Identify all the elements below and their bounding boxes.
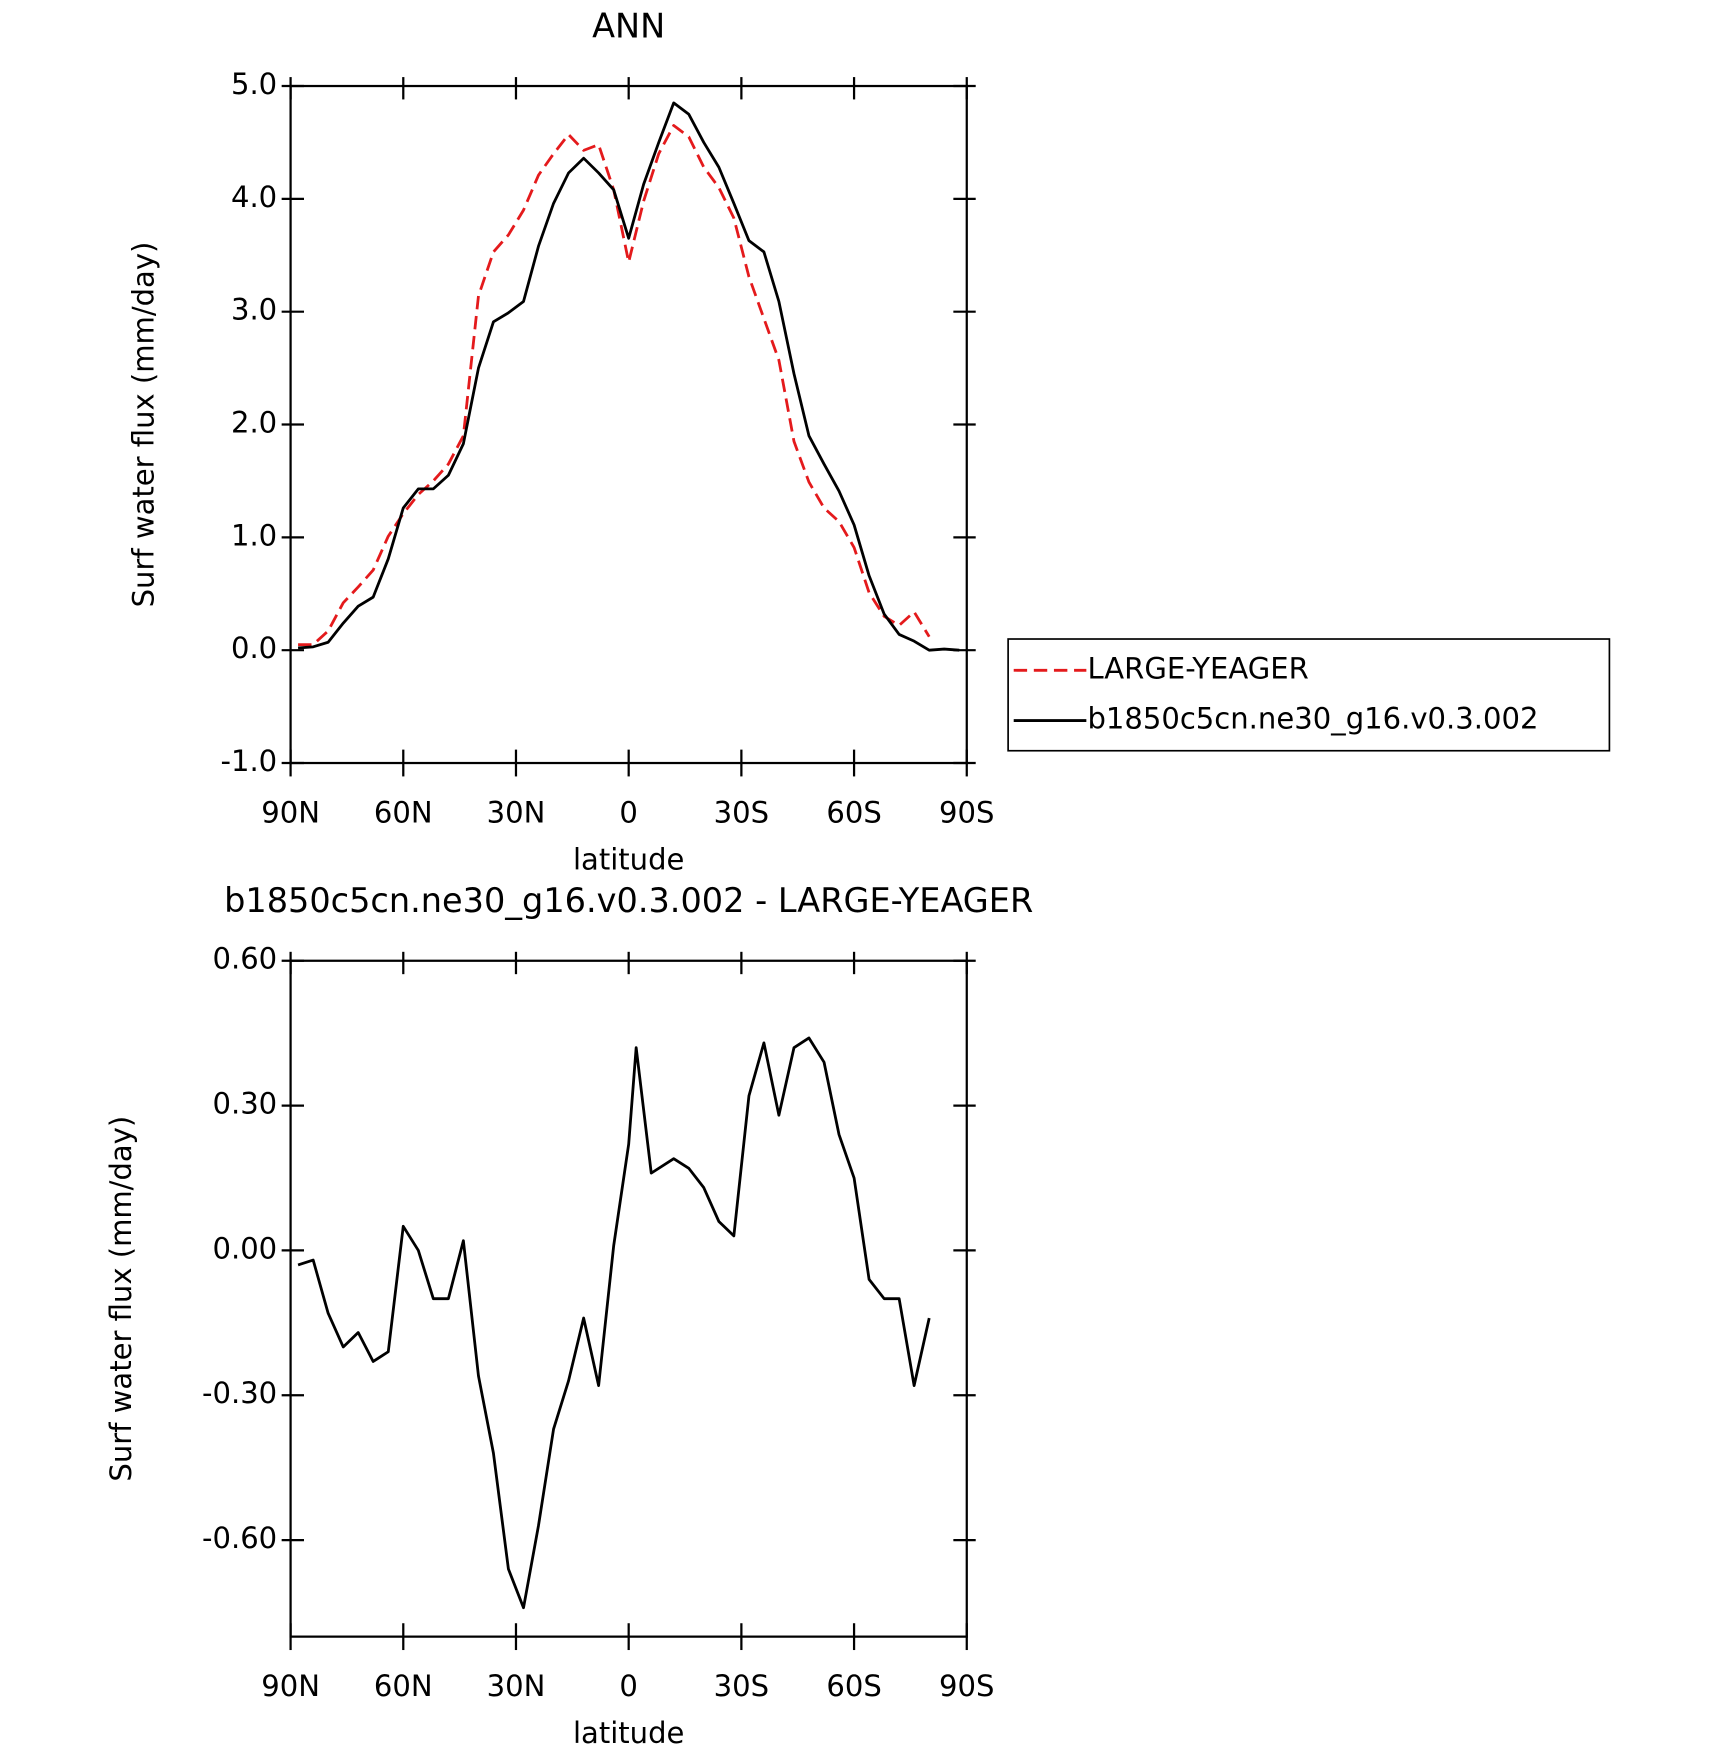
y-tick-label: 1.0 — [231, 518, 277, 552]
x-tick-label: 60N — [374, 795, 433, 829]
y-tick-label: 2.0 — [231, 406, 277, 440]
y-tick-label: 0.60 — [212, 942, 277, 976]
x-tick-label: 90N — [261, 795, 320, 829]
y-tick-label: 0.0 — [231, 631, 277, 665]
plot-frame — [289, 959, 968, 1638]
y-tick-label: -1.0 — [220, 744, 277, 778]
plot-frame — [289, 84, 968, 765]
x-tick-label: 90S — [939, 1669, 994, 1703]
y-tick-label: 4.0 — [231, 180, 277, 214]
series-line — [298, 124, 931, 646]
x-tick-label: 0 — [619, 795, 637, 829]
x-tick-label: 30S — [714, 795, 769, 829]
x-tick-label: 30N — [487, 795, 546, 829]
x-tick-label: 60S — [826, 1669, 881, 1703]
y-axis-label: Surf water flux (mm/day) — [104, 1116, 138, 1482]
x-tick-label: 30S — [714, 1669, 769, 1703]
x-axis-label: latitude — [573, 842, 684, 876]
legend-box — [1007, 638, 1611, 752]
y-tick-label: -0.60 — [202, 1521, 277, 1555]
x-tick-label: 60S — [826, 795, 881, 829]
x-tick-label: 60N — [374, 1669, 433, 1703]
x-tick-label: 90S — [939, 795, 994, 829]
x-axis-label: latitude — [573, 1716, 684, 1745]
x-tick-label: 90N — [261, 1669, 320, 1703]
series-line — [297, 101, 960, 652]
y-tick-label: 0.30 — [212, 1087, 277, 1121]
y-tick-label: 3.0 — [231, 293, 277, 327]
legend-label: b1850c5cn.ne30_g16.v0.3.002 — [1087, 702, 1538, 736]
chart-title: b1850c5cn.ne30_g16.v0.3.002 - LARGE-YEAG… — [224, 881, 1033, 920]
y-axis-label: Surf water flux (mm/day) — [126, 242, 160, 608]
chart-title: ANN — [592, 6, 665, 45]
y-tick-label: 5.0 — [231, 67, 277, 101]
y-tick-label: -0.30 — [202, 1376, 277, 1410]
y-tick-label: 0.00 — [212, 1231, 277, 1265]
x-tick-label: 30N — [487, 1669, 546, 1703]
legend-label: LARGE-YEAGER — [1087, 651, 1308, 685]
series-line — [297, 1036, 931, 1610]
x-tick-label: 0 — [619, 1669, 637, 1703]
